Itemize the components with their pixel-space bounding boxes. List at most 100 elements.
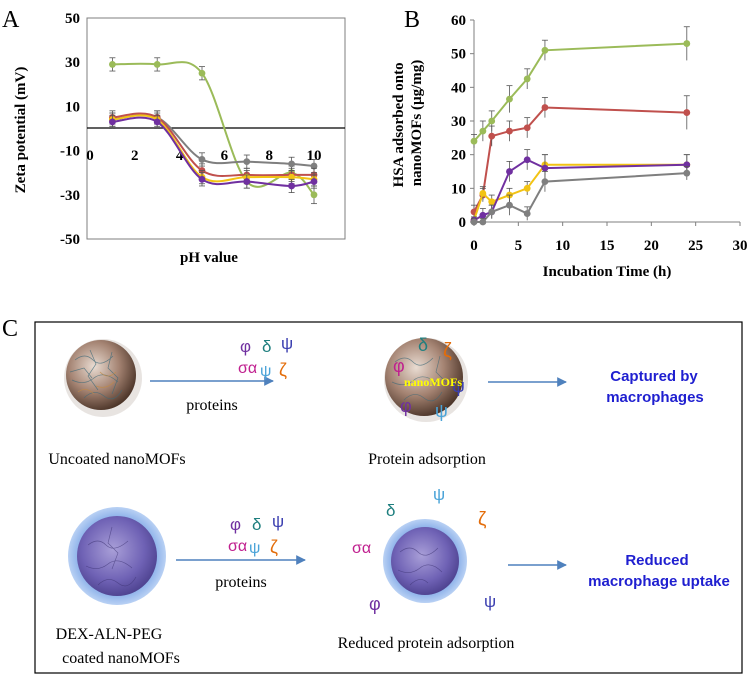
panel-b-point-grey	[479, 218, 487, 226]
panel-b-x-tick-label: 0	[470, 238, 478, 254]
panel-a-point-yellow	[288, 173, 295, 181]
svg-text:δ: δ	[262, 337, 271, 356]
panel-c: C proteins φ δ ψ σα ψ ζ δ ζ φ ψ φ	[2, 316, 743, 674]
panel-b-point-green	[523, 75, 531, 83]
svg-text:ψ: ψ	[435, 401, 448, 421]
panel-b-y-label: HSA adsorbed onto nanoMOFs (µg/mg)	[391, 59, 425, 188]
panel-a-point-purple	[153, 118, 161, 126]
panel-b-x-tick-label: 25	[688, 238, 703, 254]
panel-b-point-green	[541, 46, 549, 54]
panel-a-y-tick-label: 10	[65, 99, 80, 115]
panel-a-y-tick-label: -50	[60, 232, 80, 248]
panel-a-y-label: Zeta potential (mV)	[13, 67, 29, 194]
panel-b: B 0 10 20 30 40 50 60 0 5 10 15 20 25 30 Incubation …	[391, 7, 748, 280]
panel-b-point-yellow	[479, 189, 487, 197]
panel-b-point-grey	[470, 218, 478, 226]
panel-c-frame	[34, 321, 743, 674]
panel-a-x-tick-label: 0	[86, 148, 94, 164]
peg-caption-line2: coated nanoMOFs	[62, 650, 180, 667]
reduced-line2: macrophage uptake	[588, 573, 730, 590]
top-arrow-label: proteins	[186, 397, 238, 414]
panel-b-y-label-line1: HSA adsorbed onto	[391, 62, 407, 187]
panel-b-point-red	[541, 104, 549, 111]
svg-text:φ: φ	[240, 337, 251, 356]
panel-a-x-tick-label: 4	[176, 148, 184, 164]
captured-line2: macrophages	[606, 389, 704, 406]
panel-a-point-purple	[198, 175, 206, 183]
panel-b-point-red	[683, 109, 691, 116]
panel-a-x-label: pH value	[180, 250, 238, 266]
panel-b-y-ticks: 0 10 20 30 40 50 60	[451, 13, 474, 231]
reduced-adsorption-particle: δ ψ ζ σα φ ψ	[352, 485, 496, 614]
panel-a-point-green	[153, 61, 161, 68]
svg-text:φ: φ	[400, 396, 412, 416]
svg-text:δ: δ	[252, 515, 261, 534]
panel-b-point-yellow	[488, 198, 496, 206]
panel-a-point-purple	[109, 118, 116, 126]
svg-text:ψ: ψ	[281, 334, 293, 353]
svg-text:φ: φ	[230, 515, 241, 534]
svg-text:δ: δ	[418, 335, 428, 355]
panel-a-point-purple	[288, 182, 295, 190]
panel-b-x-tick-label: 20	[644, 238, 659, 254]
panel-a-point-purple	[310, 178, 318, 185]
panel-b-x-tick-label: 30	[733, 238, 748, 254]
panel-b-point-green	[683, 40, 691, 47]
panel-b-point-green	[479, 127, 487, 135]
protein-coated-nanomof-particle: δ ζ φ ψ φ ψ	[384, 335, 468, 422]
panel-a-x-ticks: 0 2 4 6 8 10	[86, 148, 321, 164]
panel-a-x-tick-label: 2	[131, 148, 139, 164]
panel-b-point-red	[523, 124, 531, 132]
panel-a-y-tick-label: 50	[65, 11, 80, 27]
panel-b-point-red	[488, 132, 496, 140]
panel-b-line-purple	[473, 158, 687, 222]
panel-b-point-grey	[488, 208, 496, 216]
panel-b-y-tick-label: 10	[451, 181, 466, 197]
top-protein-cluster: φ δ ψ σα ψ ζ	[238, 334, 293, 380]
panel-b-point-grey	[523, 210, 531, 217]
panel-a-line-yellow	[112, 114, 315, 183]
panel-b-x-tick-label: 15	[600, 238, 615, 254]
panel-b-x-tick-label: 10	[555, 238, 570, 254]
panel-b-point-grey	[541, 178, 549, 186]
panel-a-y-tick-label: 30	[65, 55, 80, 71]
panel-a-point-green	[310, 191, 318, 199]
panel-a-line-red	[112, 112, 314, 178]
svg-text:ζ: ζ	[478, 509, 487, 530]
svg-text:ψ: ψ	[249, 540, 260, 557]
panel-a-point-purple	[243, 178, 251, 185]
panel-b-y-tick-label: 40	[451, 80, 466, 96]
panel-a: A 50 30 10 -10 -30 -50 0 2 4 6 8 10 pH value Zeta …	[2, 7, 346, 266]
protein-adsorption-caption: Protein adsorption	[368, 451, 486, 468]
panel-b-y-tick-label: 0	[459, 215, 467, 231]
panel-a-line-grey	[112, 113, 315, 168]
svg-text:δ: δ	[386, 501, 395, 520]
reduced-adsorption-caption: Reduced protein adsorption	[338, 635, 515, 652]
svg-text:ψ: ψ	[484, 592, 496, 611]
svg-text:σα: σα	[238, 360, 257, 377]
panel-a-point-grey	[310, 162, 318, 170]
panel-b-line-green	[473, 42, 687, 142]
uncoated-nanomof-particle	[64, 339, 142, 417]
panel-b-letter: B	[404, 7, 420, 33]
captured-line1: Captured by	[610, 368, 698, 385]
panel-a-point-green	[109, 61, 116, 68]
panel-a-x-tick-label: 6	[221, 148, 229, 164]
panel-b-y-label-line2: nanoMOFs (µg/mg)	[409, 60, 425, 187]
panel-a-point-grey	[243, 158, 251, 166]
svg-text:ζ: ζ	[270, 537, 278, 557]
peg-caption-line1: DEX-ALN-PEG	[56, 626, 163, 643]
panel-a-point-grey	[288, 160, 295, 168]
panel-b-y-tick-label: 60	[451, 13, 466, 29]
panel-b-point-green	[506, 95, 513, 103]
panel-b-x-label: Incubation Time (h)	[543, 264, 672, 280]
panel-a-y-tick-label: -30	[60, 188, 80, 204]
panel-b-series	[470, 26, 691, 226]
svg-text:ψ: ψ	[260, 363, 271, 380]
panel-b-point-purple	[541, 164, 549, 172]
svg-text:φ: φ	[369, 594, 381, 614]
panel-b-y-tick-label: 30	[451, 114, 466, 130]
panel-b-point-red	[506, 127, 513, 135]
panel-a-y-ticks: 50 30 10 -10 -30 -50	[60, 11, 80, 248]
panel-b-point-purple	[506, 168, 513, 175]
